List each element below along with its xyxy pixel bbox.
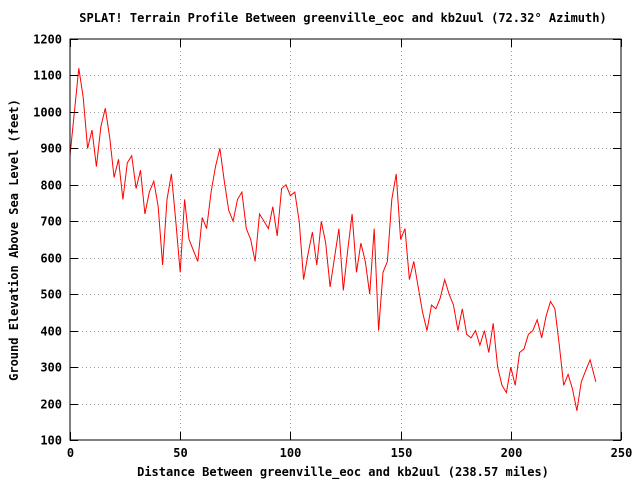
x-tick-label: 150 [391,446,413,460]
x-axis-label: Distance Between greenville_eoc and kb2u… [137,465,549,480]
y-tick-label: 1000 [33,106,62,120]
x-tick-label: 0 [67,446,74,460]
y-tick-label: 700 [40,215,62,229]
chart-title: SPLAT! Terrain Profile Between greenvill… [79,11,606,26]
y-tick-label: 500 [40,288,62,302]
y-tick-label: 400 [40,325,62,339]
y-axis-label: Ground Elevation Above Sea Level (feet) [7,99,21,381]
x-tick-label: 100 [280,446,302,460]
x-tick-label: 200 [501,446,523,460]
y-tick-label: 900 [40,142,62,156]
y-tick-label: 100 [40,434,62,448]
y-tick-label: 1100 [33,69,62,83]
x-tick-label: 250 [611,446,633,460]
y-tick-label: 600 [40,252,62,266]
y-tick-label: 800 [40,179,62,193]
y-tick-label: 300 [40,361,62,375]
x-tick-label: 50 [173,446,187,460]
y-tick-label: 1200 [33,33,62,47]
y-tick-label: 200 [40,398,62,412]
